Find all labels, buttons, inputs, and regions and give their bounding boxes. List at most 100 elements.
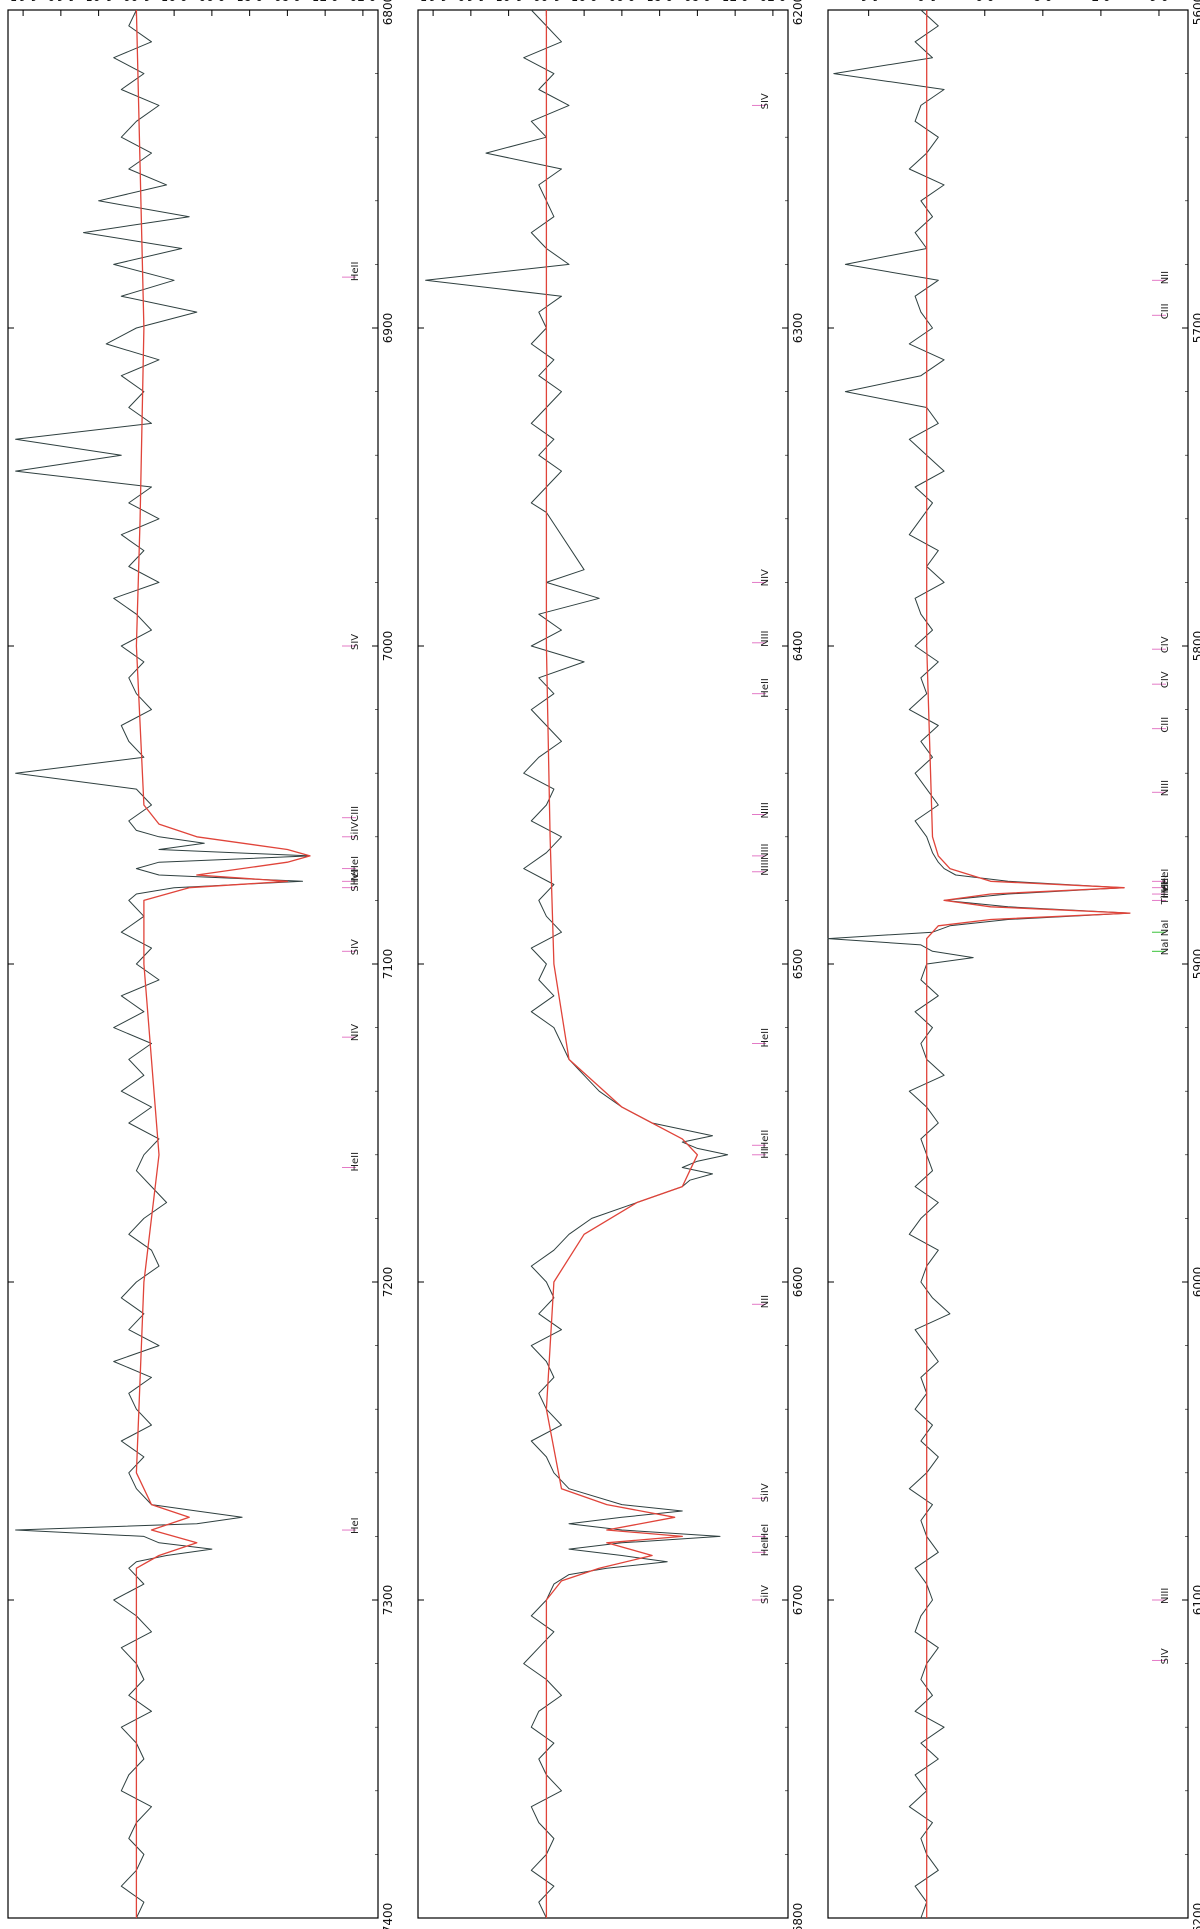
y-tick-label: 1.05 xyxy=(495,0,522,3)
line-id-label: CIII xyxy=(1160,303,1171,319)
observed-spectrum-line xyxy=(425,9,729,1919)
line-id-label: CIII xyxy=(1160,717,1171,733)
line-id-label: HeII xyxy=(760,1028,771,1048)
x-tick-label: 7000 xyxy=(381,631,395,662)
line-id-label: SiIV xyxy=(760,1585,771,1604)
observed-spectrum-line xyxy=(15,9,311,1919)
panel-1: 5600 5700 5800 5900 6000 6100 6200 1.1 1.0 0.9 0.8… xyxy=(827,0,1200,1929)
line-id-label: NIII xyxy=(760,844,771,860)
x-tick-label: 7400 xyxy=(381,1903,395,1929)
y-tick-label: 0.70 xyxy=(760,0,787,3)
line-id-label: HeI xyxy=(1160,875,1171,892)
line-id-label: CIV xyxy=(1160,636,1171,653)
line-id-label: HeII xyxy=(760,678,771,698)
line-id-label: HeI xyxy=(350,856,361,873)
line-id-label: HeI xyxy=(1160,869,1171,886)
model-fit-line xyxy=(545,10,699,1918)
panel-2: 6200 6300 6400 6500 6600 6700 6800 1.15 1.10 1.05… xyxy=(417,0,805,1929)
panel-frame xyxy=(417,9,789,1919)
x-tick-label: 6300 xyxy=(791,313,805,344)
line-id-label: TiIV xyxy=(1160,886,1171,906)
y-tick-label: 0.85 xyxy=(236,0,263,3)
y-tick-label: 0.9 xyxy=(975,0,994,3)
x-tick-label: 5600 xyxy=(1191,0,1200,25)
y-tick-label: 0.95 xyxy=(571,0,598,3)
panel-3: 6800 6900 7000 7100 7200 7300 7400 1.15 1.10 1.05… xyxy=(7,0,395,1929)
line-id-label: SIV xyxy=(1160,1648,1171,1664)
x-tick-label: 6500 xyxy=(791,949,805,980)
model-fit-line xyxy=(926,10,1131,1918)
x-tick-label: 7200 xyxy=(381,1267,395,1298)
x-tick-label: 6700 xyxy=(791,1585,805,1616)
y-tick-label: 0.8 xyxy=(1033,0,1052,3)
line-id-label: CIV xyxy=(1160,671,1171,688)
y-tick-label: 0.95 xyxy=(161,0,188,3)
line-id-label: NIV xyxy=(760,569,771,586)
line-id-label: SIV xyxy=(350,939,361,955)
y-tick-label: 1.05 xyxy=(85,0,112,3)
y-tick-label: 0.75 xyxy=(722,0,749,3)
panel-frame xyxy=(827,9,1189,1919)
y-tick-label: 0.85 xyxy=(646,0,673,3)
y-tick-label: 0.80 xyxy=(274,0,301,3)
x-tick-label: 7100 xyxy=(381,949,395,980)
line-id-label: SIV xyxy=(350,634,361,650)
y-tick-label: 0.6 xyxy=(1149,0,1168,3)
y-tick-label: 1.00 xyxy=(123,0,150,3)
line-id-label: HeII xyxy=(760,1130,771,1150)
line-id-label: SiIV xyxy=(350,873,361,892)
x-tick-label: 6400 xyxy=(791,631,805,662)
model-fit-line xyxy=(135,9,311,1918)
line-id-label: SIV xyxy=(760,93,771,109)
line-id-label: HeII xyxy=(760,1537,771,1557)
y-tick-label: 0.90 xyxy=(199,0,226,3)
line-id-label: HeI xyxy=(1160,881,1171,898)
y-tick-label: 0.7 xyxy=(1091,0,1110,3)
y-tick-label: 1.15 xyxy=(420,0,447,3)
y-tick-label: 1.10 xyxy=(47,0,74,3)
line-id-label: NII xyxy=(1160,271,1171,284)
x-tick-label: 5800 xyxy=(1191,631,1200,662)
line-id-label: NIII xyxy=(1160,780,1171,796)
line-id-label: NIII xyxy=(760,802,771,818)
y-tick-label: 1.0 xyxy=(917,0,936,3)
x-tick-label: 6200 xyxy=(791,0,805,25)
line-id-label: HeI xyxy=(760,1524,771,1541)
x-tick-label: 6200 xyxy=(1191,1903,1200,1929)
line-id-label: HeI xyxy=(350,869,361,886)
line-id-label: HI xyxy=(760,1148,771,1158)
observed-spectrum-line xyxy=(827,9,1131,1919)
line-id-label: HeI xyxy=(350,1517,361,1534)
line-id-label: NIII xyxy=(1160,1588,1171,1604)
line-id-label: CIII xyxy=(350,806,361,822)
line-id-label: NaI xyxy=(1160,920,1171,937)
line-id-label: NIV xyxy=(350,1024,361,1041)
x-tick-label: 6600 xyxy=(791,1267,805,1298)
x-tick-label: 6900 xyxy=(381,313,395,344)
line-id-label: NIII xyxy=(760,859,771,875)
x-tick-label: 6800 xyxy=(381,0,395,25)
panel-frame xyxy=(7,9,379,1919)
line-id-label: SiIV xyxy=(350,822,361,841)
line-id-label: HeII xyxy=(350,1152,361,1172)
x-tick-label: 5900 xyxy=(1191,949,1200,980)
y-tick-label: 1.1 xyxy=(859,0,878,3)
x-tick-label: 6000 xyxy=(1191,1267,1200,1298)
line-id-label: NIII xyxy=(760,630,771,646)
y-tick-label: 0.80 xyxy=(684,0,711,3)
line-id-label: SiIV xyxy=(760,1483,771,1502)
y-tick-label: 1.15 xyxy=(10,0,37,3)
line-id-label: NaI xyxy=(1160,939,1171,956)
y-tick-label: 1.10 xyxy=(457,0,484,3)
line-id-label: HeII xyxy=(350,262,361,282)
y-tick-label: 0.90 xyxy=(609,0,636,3)
y-tick-label: 1.00 xyxy=(533,0,560,3)
x-tick-label: 7300 xyxy=(381,1585,395,1616)
y-tick-label: 0.70 xyxy=(350,0,377,3)
y-tick-label: 0.75 xyxy=(312,0,339,3)
x-tick-label: 5700 xyxy=(1191,313,1200,344)
line-id-label: NII xyxy=(760,1295,771,1308)
